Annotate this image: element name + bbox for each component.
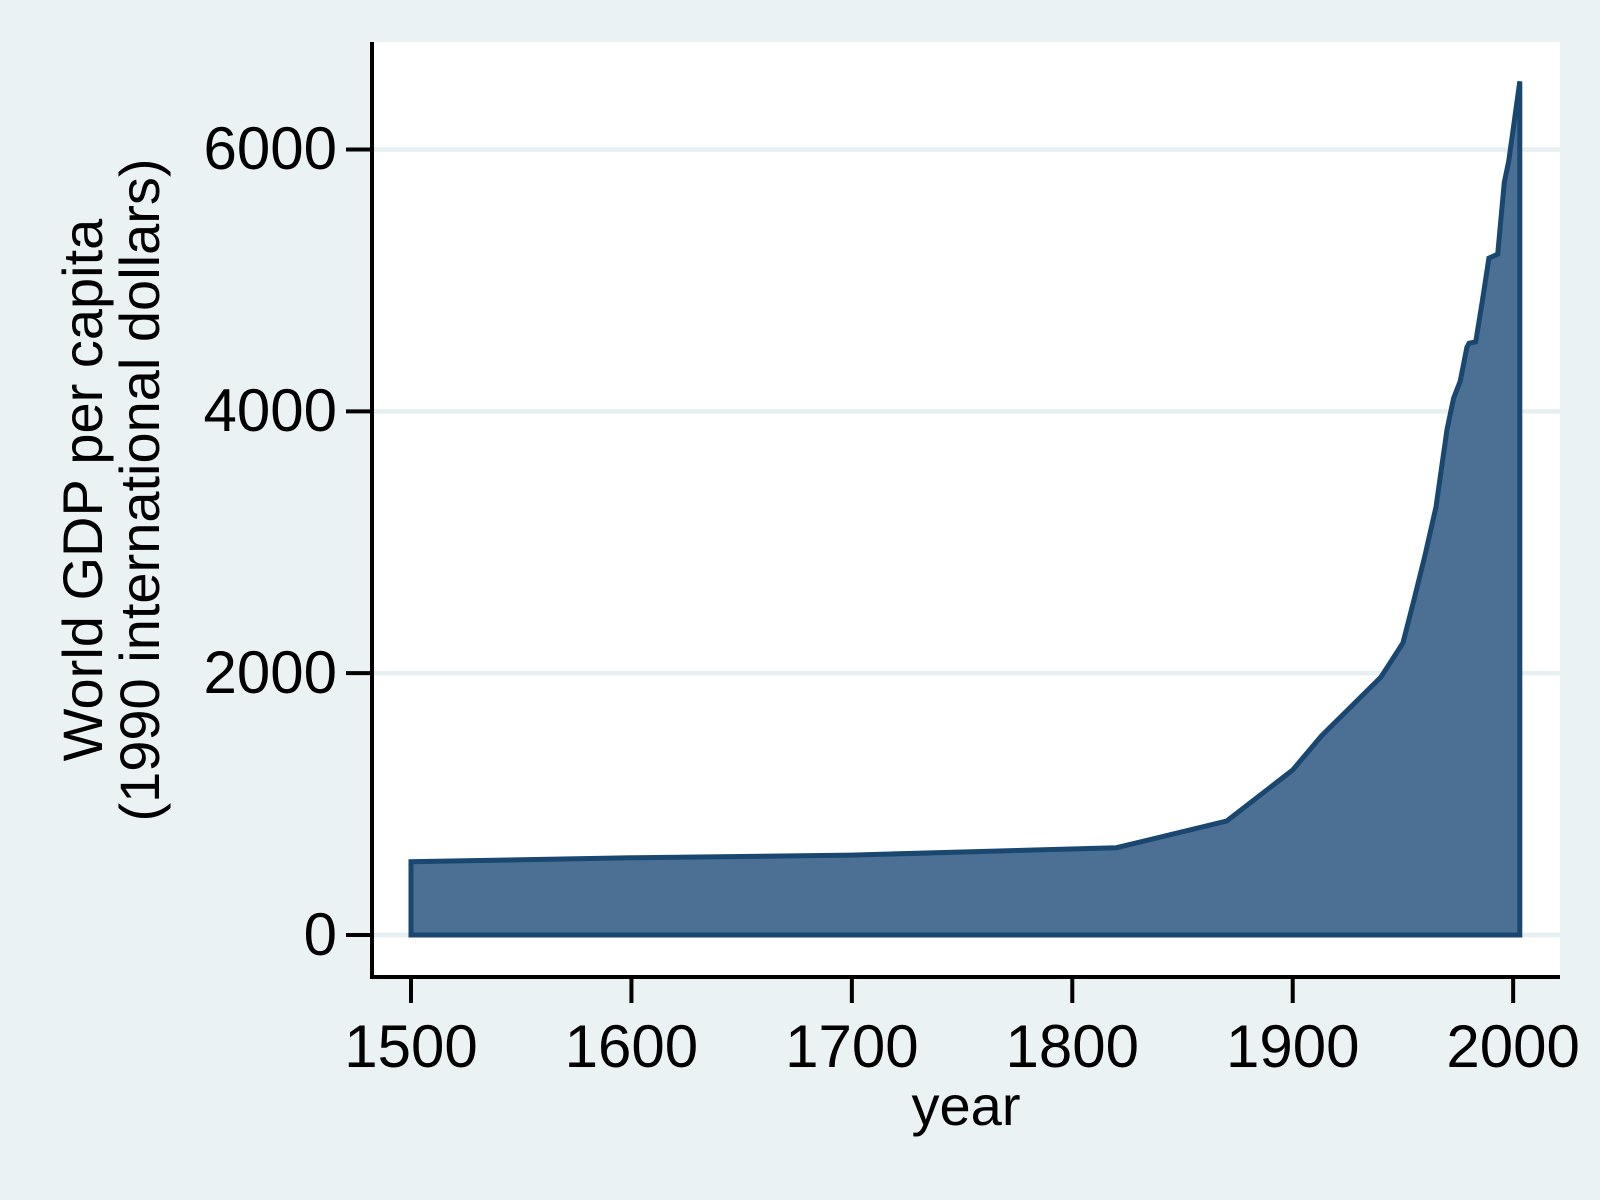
y-tick-label-2000: 2000 <box>203 639 337 707</box>
y-tick-label-4000: 4000 <box>203 377 337 445</box>
x-tick-label-1900: 1900 <box>1225 1013 1360 1080</box>
gdp-area-series <box>408 81 1523 938</box>
y-axis-title-line2: (1990 international dollars) <box>108 158 171 822</box>
x-tick-label-2000: 2000 <box>1446 1013 1580 1080</box>
x-tick-label-1500: 1500 <box>344 1013 478 1080</box>
y-axis-title-line1: World GDP per capita <box>51 218 114 762</box>
x-tick-label-1600: 1600 <box>564 1013 699 1080</box>
y-tick-label-0: 0 <box>303 901 337 968</box>
x-tick-label-1700: 1700 <box>785 1013 919 1080</box>
x-tick-label-1800: 1800 <box>1005 1013 1140 1080</box>
y-axis-title: World GDP per capita (1990 international… <box>51 158 171 822</box>
y-tick-label-6000: 6000 <box>203 115 337 183</box>
x-axis-title: year <box>911 1074 1021 1137</box>
